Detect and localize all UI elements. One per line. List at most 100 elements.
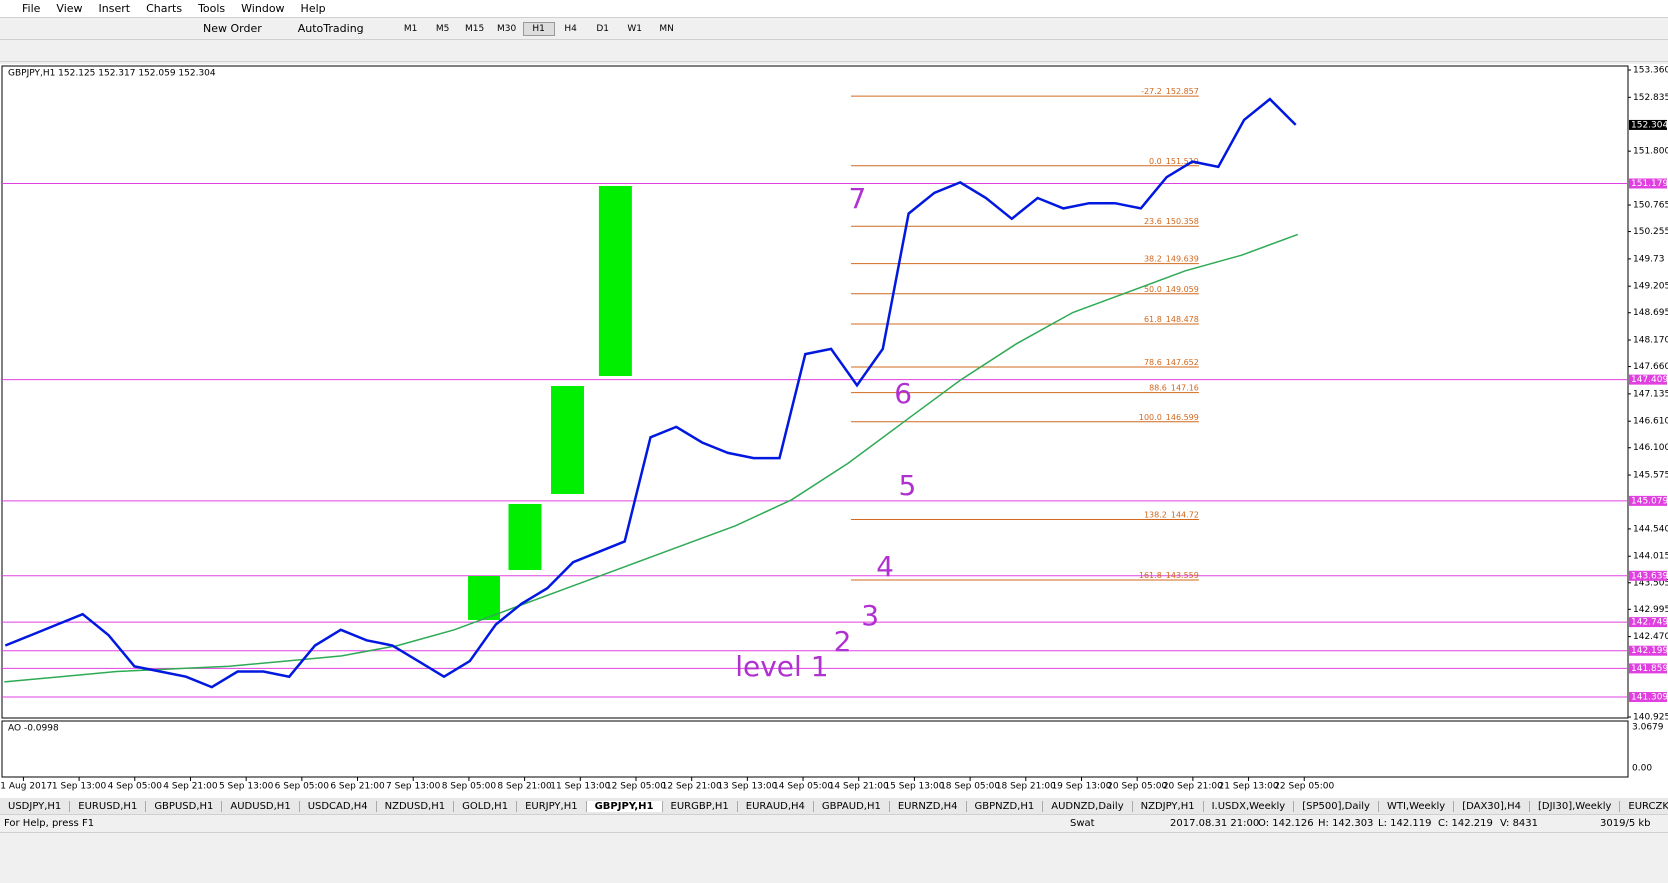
chart-tab[interactable]: I.USDX,Weekly [1204, 800, 1295, 812]
chart-tab[interactable]: EURUSD,H1 [70, 800, 147, 812]
fib-label: 50.0 149.059 [1144, 284, 1199, 293]
chart-tab[interactable]: [SP500],Daily [1294, 800, 1379, 812]
fib-label: 100.0 146.599 [1139, 412, 1199, 421]
level-tag [1629, 495, 1667, 506]
level-label: 147.409 [1631, 375, 1668, 385]
y-tick-label: 142.995 [1633, 605, 1668, 615]
x-tick-label: 20 Sep 21:00 [1163, 782, 1223, 792]
chart-tab[interactable]: EURGBP,H1 [663, 800, 738, 812]
fib-level: 0.0 [1149, 156, 1162, 165]
timeframe-button[interactable]: H4 [564, 23, 577, 34]
annotation: level 1 [735, 650, 828, 683]
timeframe-button[interactable]: M5 [435, 23, 450, 34]
level-label: 143.639 [1631, 571, 1668, 581]
timeframe-button[interactable]: MN [659, 23, 674, 34]
y-tick-label: 147.135 [1633, 389, 1668, 399]
chart-tab[interactable]: EURJPY,H1 [517, 800, 587, 812]
fib-price: 151.519 [1166, 156, 1199, 165]
y-tick-label: 150.765 [1633, 201, 1668, 211]
timeframe-button[interactable]: M1 [403, 23, 418, 34]
y-tick-label: 144.015 [1633, 552, 1668, 562]
fib-level: 88.6 [1149, 383, 1167, 392]
chart-tab[interactable]: NZDUSD,H1 [377, 800, 455, 812]
chart-tab[interactable]: GBPNZD,H1 [967, 800, 1044, 812]
highlight-box [508, 504, 542, 570]
y-tick-label: 140.925 [1633, 713, 1668, 723]
x-tick-label: 1 Sep 13:00 [52, 782, 107, 792]
chart-tab[interactable]: EURAUD,H4 [738, 800, 814, 812]
menu-item[interactable]: Window [241, 2, 285, 15]
menu-item[interactable]: Insert [98, 2, 131, 15]
menu-item[interactable]: Tools [198, 2, 226, 15]
x-tick-label: 4 Sep 05:00 [108, 782, 163, 792]
chart-tab[interactable]: GBPJPY,H1 [586, 800, 663, 812]
x-tick-label: 7 Sep 13:00 [386, 782, 441, 792]
level-tag [1629, 663, 1667, 674]
fib-level: 100.0 [1139, 412, 1162, 421]
new-order-button[interactable]: New Order [203, 22, 262, 35]
price-line [4, 97, 1297, 689]
timeframe-button[interactable]: M15 [465, 23, 485, 34]
fib-label: 161.8 143.559 [1139, 570, 1199, 579]
y-tick-label: 147.660 [1633, 362, 1668, 372]
timeframe-button[interactable]: M30 [497, 23, 517, 34]
fib-label: 23.6 150.358 [1144, 217, 1199, 226]
annotation: 7 [848, 182, 866, 215]
y-tick-label: 151.800 [1633, 147, 1668, 157]
chart-tab[interactable]: EURNZD,H4 [890, 800, 967, 812]
chart-tab[interactable]: EURCZK,H... [1620, 801, 1668, 812]
level-tag [1629, 178, 1667, 189]
annotation: 6 [894, 377, 912, 410]
fib-price: 149.639 [1166, 254, 1199, 263]
chart-tab[interactable]: USDJPY,H1 [0, 800, 71, 812]
fib-price: 149.059 [1166, 284, 1199, 293]
annotation: 3 [861, 599, 879, 632]
status-high: H: 142.303 [1318, 818, 1374, 829]
menu-bar: File View Insert Charts Tools Window Help [0, 0, 1668, 18]
timeframe-button[interactable]: H1 [522, 21, 555, 36]
x-tick-label: 20 Sep 05:00 [1107, 782, 1167, 792]
fib-price: 146.599 [1166, 412, 1199, 421]
chart-tab[interactable]: [DJI30],Weekly [1530, 800, 1621, 812]
level-tag [1629, 374, 1667, 385]
annotation: 5 [898, 469, 916, 502]
x-tick-label: 21 Sep 13:00 [1219, 782, 1279, 792]
y-tick-label: 148.695 [1633, 308, 1668, 318]
tab-bar: USDJPY,H1 EURUSD,H1 GBPUSD,H1 AUDUSD,H1 USDC… [0, 798, 1668, 815]
y-tick-label: 149.205 [1633, 282, 1668, 292]
highlight-box [468, 576, 500, 620]
menu-item[interactable]: File [22, 2, 41, 15]
x-tick-label: 14 Sep 05:00 [773, 782, 833, 792]
timeframe-button[interactable]: W1 [627, 23, 642, 34]
chart-tab[interactable]: AUDUSD,H1 [222, 800, 300, 812]
x-tick-label: 6 Sep 05:00 [275, 782, 330, 792]
level-tag [1629, 692, 1667, 703]
chart-tab[interactable]: GBPUSD,H1 [146, 800, 223, 812]
chart-tab[interactable]: AUDNZD,Daily [1043, 800, 1133, 812]
y-tick-label: 143.505 [1633, 578, 1668, 588]
chart-tab[interactable]: NZDJPY,H1 [1133, 800, 1204, 812]
menu-item[interactable]: Charts [146, 2, 183, 15]
x-tick-label: 11 Sep 13:00 [550, 782, 610, 792]
menu-item[interactable]: View [56, 2, 83, 15]
level-label: 145.079 [1631, 496, 1668, 506]
x-tick-label: 8 Sep 05:00 [442, 782, 497, 792]
chart-tab[interactable]: [DAX30],H4 [1454, 800, 1530, 812]
timeframe-button[interactable]: D1 [596, 23, 609, 34]
chart-tab[interactable]: WTI,Weekly [1379, 800, 1455, 812]
fib-label: 138.2 144.72 [1144, 510, 1199, 519]
autotrading-button[interactable]: AutoTrading [297, 22, 364, 35]
chart-tab[interactable]: GOLD,H1 [454, 800, 518, 812]
menu-item[interactable]: Help [300, 2, 326, 15]
fib-level: 38.2 [1144, 254, 1162, 263]
annotation: 2 [834, 625, 852, 658]
x-tick-label: 8 Sep 21:00 [497, 782, 552, 792]
chart-tab[interactable]: USDCAD,H4 [300, 800, 377, 812]
level-label: 142.199 [1631, 646, 1668, 656]
chart-tab[interactable]: GBPAUD,H1 [814, 800, 890, 812]
x-tick-label: 22 Sep 05:00 [1274, 782, 1334, 792]
x-tick-label: 6 Sep 21:00 [330, 782, 385, 792]
level-label: 141.859 [1631, 664, 1668, 674]
fib-level: 23.6 [1144, 217, 1162, 226]
status-time: 2017.08.31 21:00 [1170, 818, 1260, 829]
